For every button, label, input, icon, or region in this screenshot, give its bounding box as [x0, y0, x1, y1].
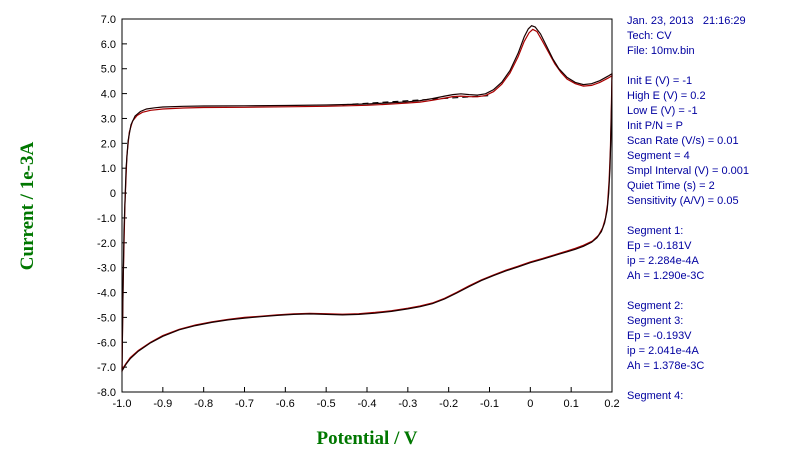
info-line: Quiet Time (s) = 2 [627, 180, 715, 192]
info-line: High E (V) = 0.2 [627, 90, 706, 102]
x-tick-label: -0.8 [194, 398, 213, 410]
y-tick-label: 4.0 [101, 89, 116, 101]
peak-baseline-dashed [342, 95, 490, 106]
info-line: Segment 3: [627, 315, 684, 327]
y-tick-label: -1.0 [97, 213, 116, 225]
info-panel: Jan. 23, 2013 21:16:29 Tech: CV File: 10mv… [627, 14, 795, 419]
x-tick-label: 0.1 [564, 398, 579, 410]
x-tick-label: -0.4 [358, 398, 377, 410]
y-tick-label: 1.0 [101, 163, 116, 175]
x-tick-label: 0.2 [604, 398, 619, 410]
y-tick-label: 6.0 [101, 39, 116, 51]
x-tick-label: 0 [527, 398, 533, 410]
x-axis-title-wrap: Potential / V [122, 428, 612, 450]
info-line: Segment 1: [627, 225, 684, 237]
y-tick-label: 0 [110, 188, 116, 200]
x-tick-label: -0.3 [398, 398, 417, 410]
x-tick-label: -0.5 [317, 398, 336, 410]
info-line: Tech: CV [627, 30, 672, 42]
info-line: ip = 2.284e-4A [627, 255, 699, 267]
info-line: Jan. 23, 2013 21:16:29 [627, 15, 746, 27]
info-line: Ah = 1.290e-3C [627, 270, 705, 282]
info-line: Init P/N = P [627, 120, 683, 132]
y-tick-label: -6.0 [97, 337, 116, 349]
info-line: Ep = -0.181V [627, 240, 692, 252]
y-tick-label: -3.0 [97, 263, 116, 275]
info-group: Init E (V) = -1 High E (V) = 0.2 Low E (V)… [627, 74, 795, 209]
y-tick-label: 3.0 [101, 113, 116, 125]
y-tick-label: -8.0 [97, 387, 116, 399]
x-tick-label: -0.9 [153, 398, 172, 410]
cv-cycle-2-red [121, 28, 613, 370]
x-axis-title: Potential / V [316, 428, 418, 449]
x-tick-label: -0.6 [276, 398, 295, 410]
cv-cycle-1-black [121, 25, 613, 373]
info-group: Segment 1: Ep = -0.181V ip = 2.284e-4A Ah =… [627, 224, 795, 284]
info-group: Segment 4: [627, 389, 795, 404]
info-group: Segment 2: Segment 3: Ep = -0.193V ip = 2.0… [627, 299, 795, 374]
info-line: Init E (V) = -1 [627, 75, 693, 87]
info-line: Segment 4: [627, 390, 684, 402]
info-line: Scan Rate (V/s) = 0.01 [627, 135, 739, 147]
y-tick-label: 5.0 [101, 64, 116, 76]
y-tick-label: -4.0 [97, 288, 116, 300]
x-tick-label: -0.2 [439, 398, 458, 410]
info-line: Segment = 4 [627, 150, 690, 162]
y-tick-label: -2.0 [97, 238, 116, 250]
info-group: Jan. 23, 2013 21:16:29 Tech: CV File: 10mv… [627, 14, 795, 59]
plot-border [121, 18, 613, 393]
x-tick-label: -1.0 [113, 398, 132, 410]
y-tick-label: 7.0 [101, 14, 116, 26]
y-tick-label: 2.0 [101, 138, 116, 150]
info-line: File: 10mv.bin [627, 45, 695, 57]
y-tick-label: -5.0 [97, 312, 116, 324]
x-tick-label: -0.7 [235, 398, 254, 410]
info-line: Ep = -0.193V [627, 330, 692, 342]
x-tick-label: -0.1 [480, 398, 499, 410]
info-line: Low E (V) = -1 [627, 105, 698, 117]
info-line: Smpl Interval (V) = 0.001 [627, 165, 749, 177]
info-line: Ah = 1.378e-3C [627, 360, 705, 372]
y-tick-label: -7.0 [97, 362, 116, 374]
info-line: ip = 2.041e-4A [627, 345, 699, 357]
info-line: Sensitivity (A/V) = 0.05 [627, 195, 739, 207]
info-line: Segment 2: [627, 300, 684, 312]
